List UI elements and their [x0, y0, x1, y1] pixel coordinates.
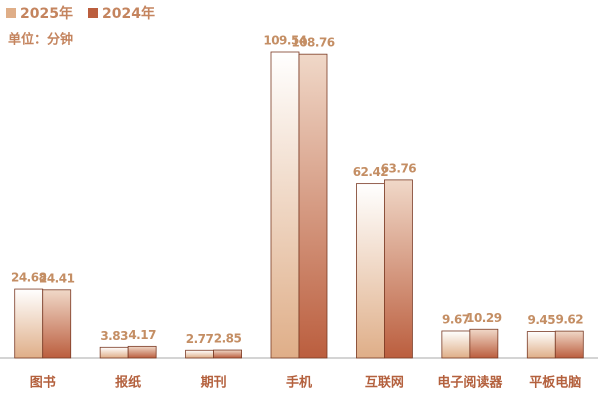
x-tick-label: 电子阅读器 [437, 375, 503, 391]
legend-swatch [6, 8, 16, 18]
bar [469, 328, 499, 359]
legend-swatch [88, 8, 98, 18]
bar [127, 345, 157, 359]
bar [441, 330, 471, 359]
bar [14, 288, 44, 359]
bar [42, 289, 72, 359]
legend-label: 2024年 [102, 5, 155, 22]
bar [384, 179, 413, 359]
value-label: 108.76 [291, 36, 334, 50]
unit-label: 单位：分钟 [8, 32, 73, 48]
value-label: 109.54 [263, 34, 306, 48]
x-tick-label: 手机 [286, 375, 312, 391]
value-label: 2.85 [214, 332, 242, 346]
bar [526, 331, 556, 359]
x-tick-label: 平板电脑 [529, 375, 581, 391]
bar [298, 53, 328, 359]
value-label: 24.41 [39, 271, 75, 285]
x-tick-label: 期刊 [201, 376, 227, 391]
bar [213, 349, 242, 359]
value-label: 9.67 [442, 312, 470, 326]
value-label: 3.83 [100, 329, 128, 343]
bar [554, 330, 584, 359]
x-tick-label: 互联网 [365, 376, 404, 391]
value-label: 4.17 [128, 328, 156, 342]
x-tick-label: 图书 [30, 375, 56, 391]
value-label: 62.42 [353, 165, 389, 179]
value-label: 9.62 [555, 313, 583, 327]
bar [356, 183, 385, 359]
value-label: 63.76 [381, 161, 417, 175]
bar [185, 349, 214, 359]
bar [99, 346, 129, 359]
legend-label: 2025年 [20, 5, 73, 22]
x-tick-label: 报纸 [115, 375, 141, 391]
value-label: 24.68 [11, 271, 47, 285]
value-label: 10.29 [466, 311, 502, 325]
value-label: 2.77 [186, 332, 214, 346]
bar [270, 51, 300, 359]
value-label: 9.45 [527, 313, 555, 327]
